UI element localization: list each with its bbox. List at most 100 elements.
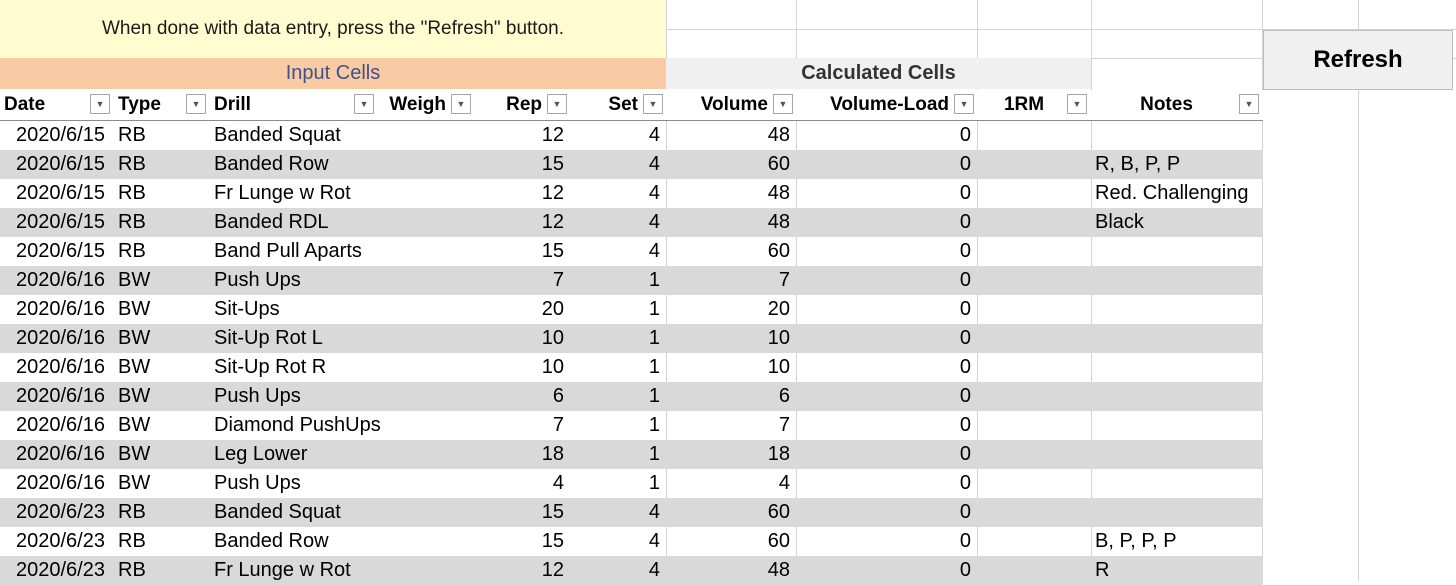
cell-type[interactable]: RB — [118, 559, 146, 581]
cell-rep[interactable]: 15 — [541, 240, 564, 262]
cell-1rm[interactable] — [977, 266, 1091, 295]
cell-type[interactable]: BW — [118, 414, 151, 436]
cell-set[interactable]: 1 — [648, 414, 660, 436]
cell-volume-load[interactable]: 0 — [959, 269, 971, 291]
cell-rep[interactable]: 12 — [541, 124, 564, 146]
cell-drill[interactable]: Push Ups — [214, 269, 301, 291]
cell-set[interactable]: 1 — [648, 327, 660, 349]
cell-type[interactable]: RB — [118, 124, 146, 146]
cell-volume[interactable]: 48 — [767, 559, 790, 581]
cell-rep[interactable]: 7 — [552, 269, 564, 291]
cell-volume[interactable]: 48 — [767, 182, 790, 204]
cell-1rm[interactable] — [977, 150, 1091, 179]
cell-volume-load[interactable]: 0 — [959, 443, 971, 465]
cell-notes[interactable] — [1091, 295, 1262, 324]
cell-date[interactable]: 2020/6/16 — [16, 269, 105, 291]
cell-volume[interactable]: 7 — [778, 414, 790, 436]
cell-volume[interactable]: 6 — [778, 385, 790, 407]
cell-volume[interactable]: 10 — [767, 356, 790, 378]
cell-type[interactable]: BW — [118, 443, 151, 465]
filter-dropdown-volume[interactable]: ▼ — [773, 94, 793, 114]
cell-1rm[interactable] — [977, 121, 1091, 150]
cell-type[interactable]: BW — [118, 269, 151, 291]
cell-rep[interactable]: 15 — [541, 530, 564, 552]
cell-rep[interactable]: 12 — [541, 211, 564, 233]
cell-date[interactable]: 2020/6/23 — [16, 530, 105, 552]
cell-set[interactable]: 1 — [648, 472, 660, 494]
cell-notes[interactable]: R, B, P, P — [1095, 153, 1181, 175]
cell-volume-load[interactable]: 0 — [959, 153, 971, 175]
cell-1rm[interactable] — [977, 382, 1091, 411]
cell-notes[interactable] — [1091, 498, 1262, 527]
cell-1rm[interactable] — [977, 237, 1091, 266]
cell-set[interactable]: 1 — [648, 269, 660, 291]
cell-drill[interactable]: Fr Lunge w Rot — [214, 559, 351, 581]
cell-rep[interactable]: 7 — [552, 414, 564, 436]
cell-notes[interactable]: Black — [1095, 211, 1144, 233]
cell-notes[interactable] — [1091, 440, 1262, 469]
cell-weight[interactable] — [378, 527, 474, 556]
cell-weight[interactable] — [378, 208, 474, 237]
cell-volume-load[interactable]: 0 — [959, 182, 971, 204]
filter-dropdown-weight[interactable]: ▼ — [451, 94, 471, 114]
cell-1rm[interactable] — [977, 527, 1091, 556]
cell-drill[interactable]: Sit-Up Rot R — [214, 356, 327, 378]
cell-1rm[interactable] — [977, 498, 1091, 527]
cell-weight[interactable] — [378, 469, 474, 498]
cell-weight[interactable] — [378, 324, 474, 353]
cell-rep[interactable]: 15 — [541, 501, 564, 523]
cell-volume-load[interactable]: 0 — [959, 240, 971, 262]
cell-type[interactable]: RB — [118, 501, 146, 523]
cell-notes[interactable] — [1091, 353, 1262, 382]
cell-notes[interactable] — [1091, 237, 1262, 266]
filter-dropdown-type[interactable]: ▼ — [186, 94, 206, 114]
cell-date[interactable]: 2020/6/23 — [16, 559, 105, 581]
cell-notes[interactable] — [1091, 469, 1262, 498]
cell-weight[interactable] — [378, 266, 474, 295]
cell-rep[interactable]: 10 — [541, 356, 564, 378]
cell-date[interactable]: 2020/6/15 — [16, 124, 105, 146]
cell-drill[interactable]: Diamond PushUps — [214, 414, 381, 436]
cell-date[interactable]: 2020/6/16 — [16, 298, 105, 320]
cell-type[interactable]: RB — [118, 211, 146, 233]
cell-weight[interactable] — [378, 237, 474, 266]
cell-notes[interactable] — [1091, 121, 1262, 150]
cell-set[interactable]: 4 — [648, 124, 660, 146]
cell-set[interactable]: 4 — [648, 559, 660, 581]
cell-date[interactable]: 2020/6/23 — [16, 501, 105, 523]
cell-1rm[interactable] — [977, 295, 1091, 324]
filter-dropdown-1rm[interactable]: ▼ — [1067, 94, 1087, 114]
cell-set[interactable]: 4 — [648, 501, 660, 523]
cell-volume[interactable]: 48 — [767, 124, 790, 146]
cell-volume-load[interactable]: 0 — [959, 124, 971, 146]
cell-set[interactable]: 4 — [648, 211, 660, 233]
cell-date[interactable]: 2020/6/15 — [16, 211, 105, 233]
cell-rep[interactable]: 12 — [541, 559, 564, 581]
cell-volume[interactable]: 20 — [767, 298, 790, 320]
cell-volume[interactable]: 60 — [767, 240, 790, 262]
cell-rep[interactable]: 10 — [541, 327, 564, 349]
filter-dropdown-set[interactable]: ▼ — [643, 94, 663, 114]
cell-set[interactable]: 4 — [648, 240, 660, 262]
cell-rep[interactable]: 15 — [541, 153, 564, 175]
cell-date[interactable]: 2020/6/16 — [16, 356, 105, 378]
cell-date[interactable]: 2020/6/15 — [16, 182, 105, 204]
cell-volume-load[interactable]: 0 — [959, 356, 971, 378]
cell-type[interactable]: BW — [118, 385, 151, 407]
cell-1rm[interactable] — [977, 324, 1091, 353]
cell-volume-load[interactable]: 0 — [959, 501, 971, 523]
cell-notes[interactable] — [1091, 324, 1262, 353]
cell-date[interactable]: 2020/6/16 — [16, 327, 105, 349]
cell-notes[interactable] — [1091, 266, 1262, 295]
cell-volume[interactable]: 7 — [778, 269, 790, 291]
cell-drill[interactable]: Sit-Ups — [214, 298, 280, 320]
cell-weight[interactable] — [378, 440, 474, 469]
filter-dropdown-drill[interactable]: ▼ — [354, 94, 374, 114]
cell-1rm[interactable] — [977, 353, 1091, 382]
cell-rep[interactable]: 6 — [552, 385, 564, 407]
cell-set[interactable]: 1 — [648, 298, 660, 320]
cell-1rm[interactable] — [977, 411, 1091, 440]
cell-volume[interactable]: 18 — [767, 443, 790, 465]
cell-1rm[interactable] — [977, 208, 1091, 237]
cell-drill[interactable]: Push Ups — [214, 472, 301, 494]
